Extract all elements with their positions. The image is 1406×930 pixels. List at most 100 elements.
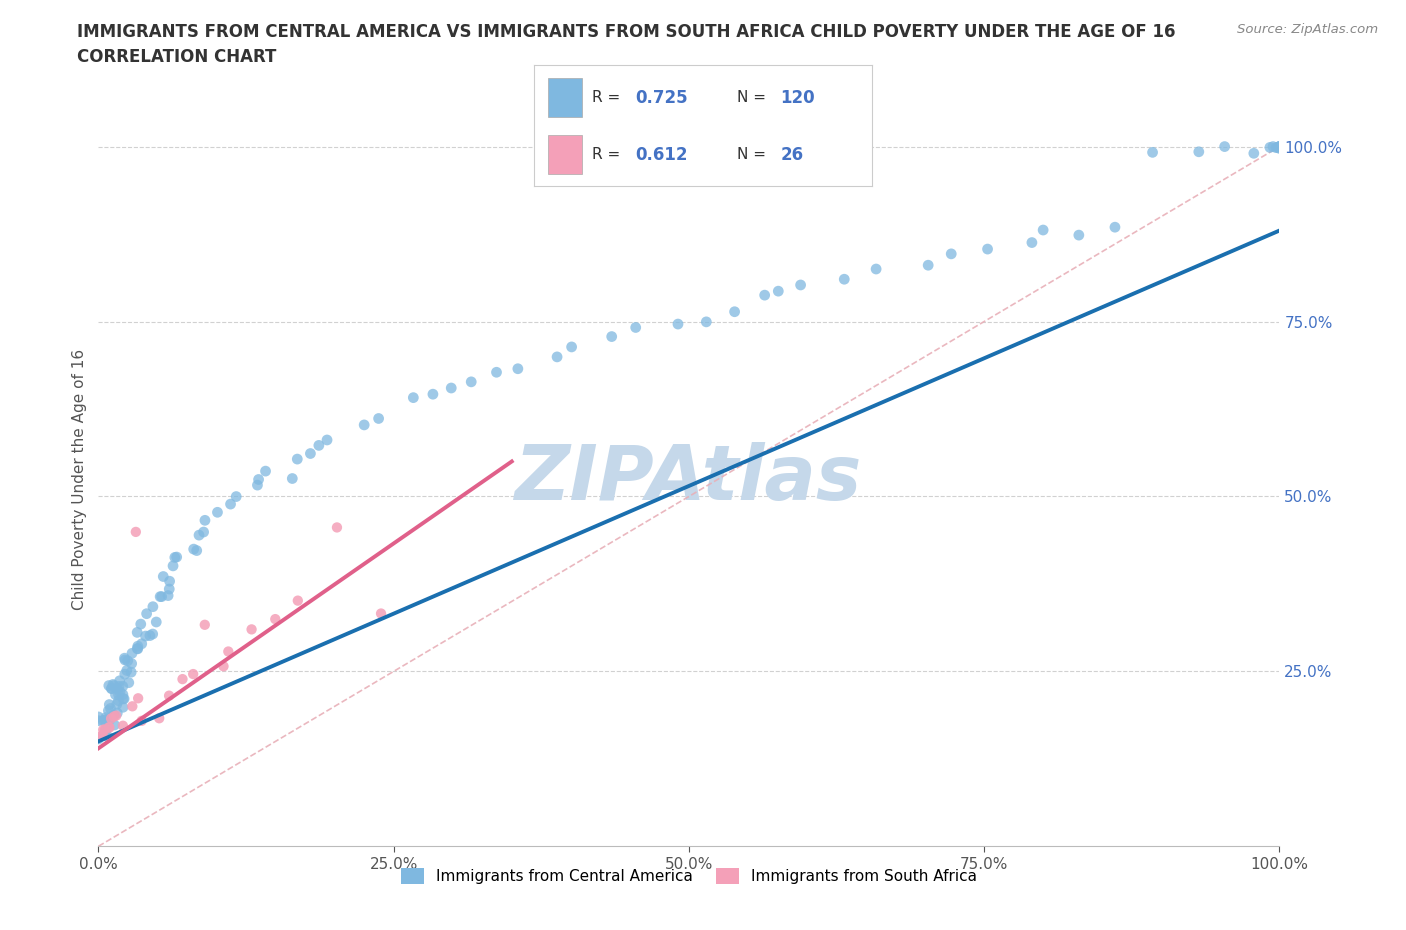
Point: [91, 723, 114, 737]
Point: [281, 472, 304, 486]
Point: [150, 590, 173, 604]
Point: [91, 727, 114, 742]
Text: N =: N =: [737, 147, 770, 162]
Point: [287, 593, 309, 608]
Point: [121, 657, 143, 671]
Point: [1261, 140, 1284, 154]
Point: [101, 677, 124, 692]
Point: [219, 497, 242, 512]
Point: [264, 612, 287, 627]
Point: [162, 558, 184, 573]
Point: [127, 691, 149, 706]
Point: [142, 627, 165, 642]
Point: [108, 684, 131, 699]
Point: [163, 550, 186, 565]
Point: [246, 478, 269, 493]
Point: [1258, 140, 1281, 155]
Point: [112, 691, 135, 706]
Point: [94, 711, 117, 725]
Point: [1268, 140, 1291, 154]
Point: [97, 703, 120, 718]
Point: [100, 681, 122, 696]
Point: [254, 464, 277, 479]
Point: [94, 723, 117, 737]
Point: [87, 713, 110, 728]
Point: [941, 246, 963, 261]
Point: [111, 699, 134, 714]
Point: [1267, 140, 1289, 154]
Point: [183, 541, 205, 556]
Point: [100, 701, 122, 716]
Point: [157, 588, 180, 603]
Text: Source: ZipAtlas.com: Source: ZipAtlas.com: [1237, 23, 1378, 36]
Point: [108, 679, 131, 694]
Point: [353, 418, 375, 432]
Text: CORRELATION CHART: CORRELATION CHART: [77, 48, 277, 66]
Point: [1142, 145, 1164, 160]
Point: [135, 606, 157, 621]
Point: [97, 720, 120, 735]
Point: [91, 713, 114, 728]
Point: [207, 505, 229, 520]
Point: [917, 258, 939, 272]
Point: [506, 361, 529, 376]
Point: [402, 391, 425, 405]
Text: R =: R =: [592, 90, 624, 105]
Point: [103, 709, 125, 724]
Point: [120, 665, 142, 680]
Point: [789, 277, 811, 292]
Point: [600, 329, 623, 344]
Point: [103, 678, 125, 693]
Point: [117, 654, 139, 669]
Point: [1188, 144, 1211, 159]
Point: [94, 712, 117, 727]
Point: [103, 708, 125, 723]
Text: R =: R =: [592, 147, 624, 162]
Point: [865, 261, 887, 276]
Point: [108, 673, 131, 688]
Point: [142, 599, 165, 614]
Point: [217, 644, 239, 659]
Point: [114, 651, 136, 666]
Point: [131, 713, 153, 728]
Point: [94, 713, 117, 728]
FancyBboxPatch shape: [548, 78, 582, 117]
Text: 26: 26: [780, 146, 804, 164]
Point: [1268, 140, 1291, 154]
Point: [131, 636, 153, 651]
Point: [114, 667, 136, 682]
Point: [152, 569, 174, 584]
Point: [118, 675, 141, 690]
Point: [308, 438, 330, 453]
Point: [666, 316, 689, 331]
Point: [695, 314, 717, 329]
Point: [422, 387, 444, 402]
Point: [100, 681, 122, 696]
Point: [723, 304, 745, 319]
Point: [166, 550, 188, 565]
Text: IMMIGRANTS FROM CENTRAL AMERICA VS IMMIGRANTS FROM SOUTH AFRICA CHILD POVERTY UN: IMMIGRANTS FROM CENTRAL AMERICA VS IMMIG…: [77, 23, 1175, 41]
Point: [87, 732, 110, 747]
Point: [125, 525, 148, 539]
Text: N =: N =: [737, 90, 770, 105]
Point: [148, 711, 170, 725]
Point: [121, 645, 143, 660]
Point: [112, 691, 135, 706]
Point: [100, 711, 122, 726]
Point: [145, 615, 167, 630]
Point: [87, 710, 110, 724]
Point: [111, 718, 134, 733]
Point: [111, 687, 134, 702]
Point: [1213, 140, 1236, 154]
Point: [129, 617, 152, 631]
Point: [149, 590, 172, 604]
Point: [111, 679, 134, 694]
Point: [299, 446, 322, 461]
Point: [186, 543, 208, 558]
Point: [1021, 235, 1043, 250]
Point: [98, 720, 121, 735]
Y-axis label: Child Poverty Under the Age of 16: Child Poverty Under the Age of 16: [72, 349, 87, 609]
Point: [316, 432, 339, 447]
Point: [485, 365, 508, 379]
Point: [194, 618, 217, 632]
